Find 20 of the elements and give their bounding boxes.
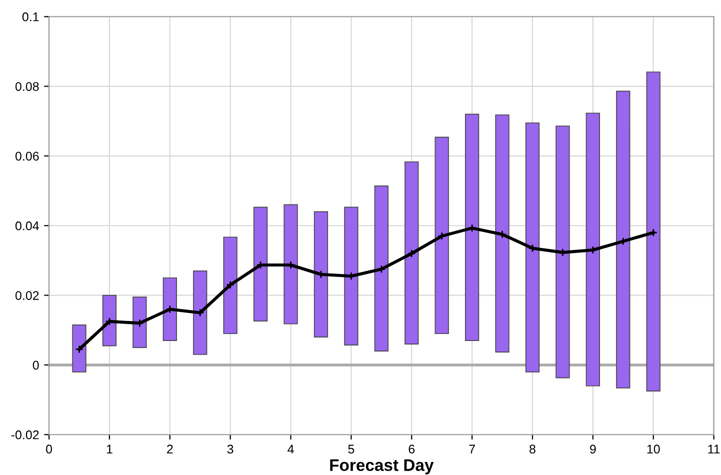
x-axis-title: Forecast Day (330, 459, 434, 474)
x-tick-label: 4 (288, 444, 294, 454)
x-tick-label: 10 (647, 444, 660, 454)
x-tick-label: 9 (590, 444, 596, 454)
y-tick-label: 0.04 (15, 221, 39, 230)
x-tick-label: 2 (167, 444, 173, 454)
y-tick-label: 0.1 (22, 12, 39, 22)
x-tick-label: 6 (408, 444, 415, 454)
x-tick-label: 3 (227, 444, 234, 454)
x-tick-label: 0 (46, 444, 52, 454)
x-tick-label: 8 (530, 444, 536, 454)
y-tick-label: 0.06 (15, 152, 39, 161)
y-tick-label: 0.02 (15, 291, 39, 300)
y-tick-label: 0 (32, 360, 39, 370)
y-tick-label: 0.08 (15, 82, 39, 91)
y-tick-label: -0.02 (11, 430, 39, 440)
x-tick-label: 7 (469, 444, 475, 454)
x-tick-label: 5 (348, 444, 354, 454)
x-tick-label: 1 (106, 444, 112, 454)
x-tick-label: 11 (708, 444, 720, 454)
